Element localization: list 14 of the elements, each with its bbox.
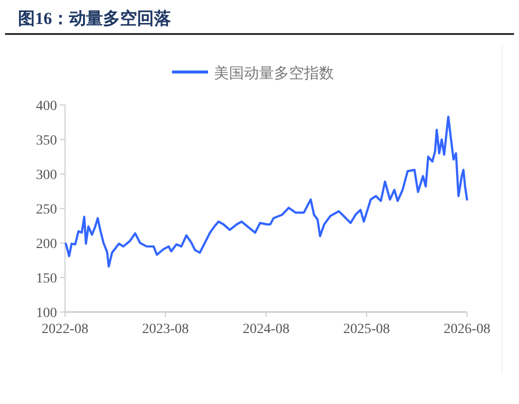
y-tick-label: 350 [36, 134, 57, 148]
x-tick-label: 2023-08 [142, 322, 189, 337]
y-tick-label: 100 [36, 306, 57, 321]
chart-title: 图16：动量多空回落 [18, 9, 171, 28]
y-tick-label: 250 [36, 202, 57, 218]
x-tick-label: 2026-08 [444, 322, 490, 337]
x-tick-label: 2025-08 [343, 322, 390, 337]
legend-label: 美国动量多空指数 [214, 65, 334, 82]
y-tick-label: 300 [36, 168, 57, 183]
x-tick-label: 2024-08 [242, 322, 290, 337]
y-tick-label: 150 [36, 272, 57, 286]
y-tick-label: 400 [36, 99, 57, 114]
x-tick-label: 2022-08 [42, 322, 88, 337]
y-tick-label: 200 [36, 237, 57, 252]
